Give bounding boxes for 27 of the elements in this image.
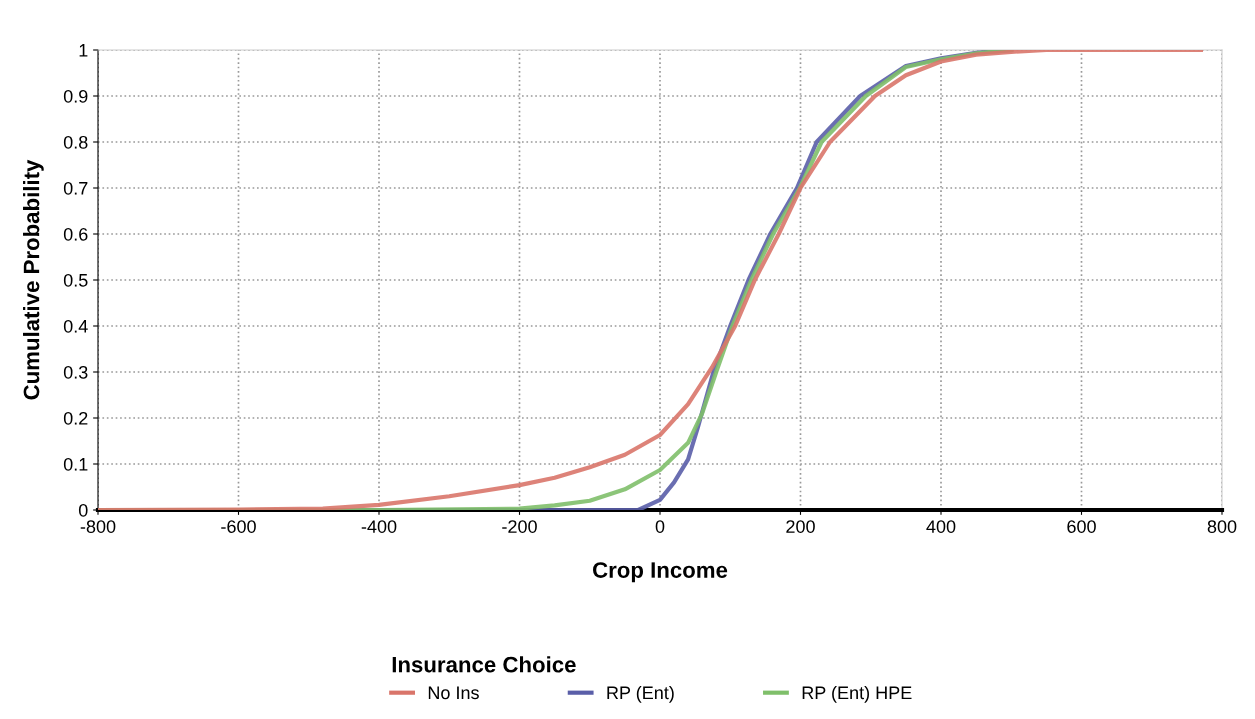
legend-label: RP (Ent) HPE — [802, 685, 912, 703]
x-tick-label: 200 — [786, 520, 815, 533]
y-tick-label: 0 — [78, 503, 88, 517]
y-tick-label: 0.2 — [63, 411, 88, 425]
x-tick-label: 0 — [655, 520, 665, 533]
y-tick-label: 0.3 — [63, 365, 88, 379]
legend-title: Insurance Choice — [392, 656, 576, 673]
x-tick-label: -600 — [221, 520, 256, 533]
x-axis-title: Crop Income — [593, 562, 728, 583]
y-tick-label: 0.9 — [63, 89, 88, 103]
x-tick-label: -400 — [361, 520, 397, 533]
y-axis-title: Cumulative Probability — [23, 159, 44, 400]
line-series — [98, 50, 1204, 510]
legend-label: RP (Ent) — [607, 685, 674, 703]
legend-label: No Ins — [428, 686, 479, 700]
y-tick-label: 0.7 — [63, 181, 88, 195]
y-tick-label: 0.8 — [63, 135, 88, 149]
x-tick-label: 600 — [1067, 520, 1096, 533]
x-tick-label: 800 — [1207, 520, 1237, 533]
y-tick-label: 0.4 — [63, 319, 88, 333]
y-tick-label: 0.6 — [63, 227, 88, 241]
y-tick-label: 1 — [79, 44, 88, 57]
y-tick-label: 0.1 — [63, 457, 88, 471]
x-tick-label: -200 — [502, 520, 537, 533]
x-tick-label: -800 — [80, 520, 116, 533]
y-tick-label: 0.5 — [63, 273, 88, 287]
x-tick-label: 400 — [926, 520, 956, 533]
